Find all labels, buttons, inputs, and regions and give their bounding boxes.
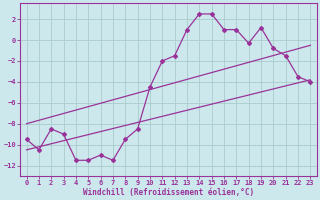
X-axis label: Windchill (Refroidissement éolien,°C): Windchill (Refroidissement éolien,°C) [83, 188, 254, 197]
